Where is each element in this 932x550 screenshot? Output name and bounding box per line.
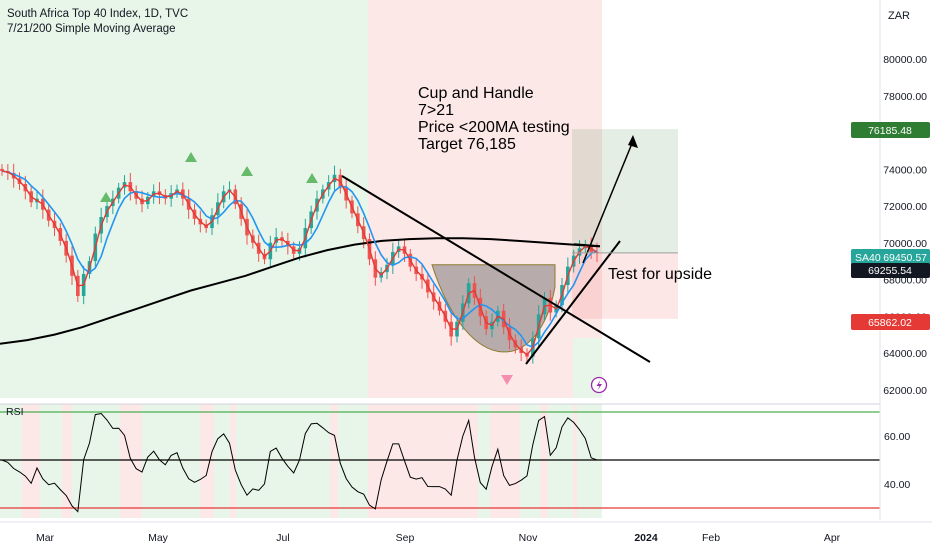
rsi-tick-60: 60.00 <box>884 431 910 443</box>
pivot-low-marker <box>100 192 112 202</box>
target-zone-box <box>572 129 678 253</box>
rsi-tick-40: 40.00 <box>884 479 910 491</box>
time-axis[interactable]: Mar May Jul Sep Nov 2024 Feb Apr <box>0 521 932 544</box>
rsi-red-band <box>368 404 478 518</box>
sma21-line <box>1 170 598 349</box>
sma7-line <box>1 170 598 356</box>
uptrend-line <box>525 240 621 365</box>
chart-title: South Africa Top 40 Index, 1D, TVC <box>7 8 188 20</box>
rsi-red-band <box>200 404 214 518</box>
rsi-red-band <box>330 404 338 518</box>
x-tick-label: May <box>148 532 169 544</box>
last-price-tag <box>851 249 930 265</box>
rsi-label: RSI <box>6 406 24 418</box>
test-for-upside-label: Test for upside <box>608 266 712 283</box>
pivot-markers <box>100 152 513 385</box>
rsi-red-band <box>120 404 142 518</box>
pivot-low-marker <box>306 173 318 183</box>
y-tick-label: 70000.00 <box>883 238 927 250</box>
annotation-line-3: Price <200MA testing <box>418 119 570 136</box>
y-tick-label: 72000.00 <box>883 201 927 213</box>
target-arrowhead <box>628 135 638 148</box>
rsi-red-band <box>490 404 520 518</box>
indicator-title: 7/21/200 Simple Moving Average <box>7 23 176 35</box>
candle <box>0 164 4 176</box>
pivot-low-marker <box>185 152 197 162</box>
x-tick-label: Feb <box>702 532 720 544</box>
lightning-icon[interactable] <box>590 376 608 394</box>
rsi-pane: RSI <box>0 403 880 518</box>
rsi-line <box>1 412 598 513</box>
stop-price-value: 65862.02 <box>868 317 912 329</box>
rsi-red-band <box>62 404 72 518</box>
rsi-red-band <box>22 404 40 518</box>
bearish-zone <box>368 0 602 398</box>
y-tick-label: 74000.00 <box>883 164 927 176</box>
x-tick-label: Nov <box>519 532 538 544</box>
breakout-arrow-line <box>573 243 601 247</box>
target-price-tag <box>851 122 930 138</box>
last-price-value: 69450.57 <box>883 252 927 264</box>
stop-zone-box <box>572 252 678 319</box>
trend-zones <box>0 0 602 398</box>
rsi-red-band <box>540 404 548 518</box>
y-tick-label: 78000.00 <box>883 91 927 103</box>
x-tick-label: Apr <box>824 532 841 544</box>
x-tick-label: 2024 <box>634 532 658 544</box>
sma200-line <box>0 237 601 345</box>
x-tick-label: Sep <box>396 532 415 544</box>
rsi-red-band <box>573 404 577 518</box>
x-tick-label: Mar <box>36 532 55 544</box>
downtrend-line <box>341 175 651 363</box>
annotation-line-4: Target 76,185 <box>418 136 516 153</box>
ma-price-tag <box>851 263 930 278</box>
y-axis-ticks: 80000.0078000.0076000.0074000.0072000.00… <box>883 54 927 397</box>
currency-label: ZAR <box>888 10 910 22</box>
x-axis-ticks: Mar May Jul Sep Nov 2024 Feb Apr <box>36 532 841 544</box>
x-tick-label: Jul <box>276 532 289 544</box>
target-arrow-line <box>582 140 634 264</box>
rsi-red-bands <box>22 404 577 518</box>
target-price-value: 76185.48 <box>868 125 912 137</box>
annotation-line-1: Cup and Handle <box>418 85 534 102</box>
y-tick-label: 62000.00 <box>883 385 927 397</box>
y-tick-label: 64000.00 <box>883 348 927 360</box>
y-tick-label: 80000.00 <box>883 54 927 66</box>
cup-and-handle-annotation: Cup and Handle 7>21 Price <200MA testing… <box>418 85 570 153</box>
price-axis[interactable]: ZAR 80000.0078000.0076000.0074000.007200… <box>851 0 930 520</box>
pivot-high-marker <box>501 375 513 385</box>
stop-price-tag <box>851 314 930 330</box>
symbol-label: SA40 <box>855 252 881 264</box>
pivot-low-marker <box>241 166 253 176</box>
bullish-zone <box>0 0 368 398</box>
ma-price-value: 69255.54 <box>868 265 912 277</box>
annotation-line-2: 7>21 <box>418 102 454 119</box>
